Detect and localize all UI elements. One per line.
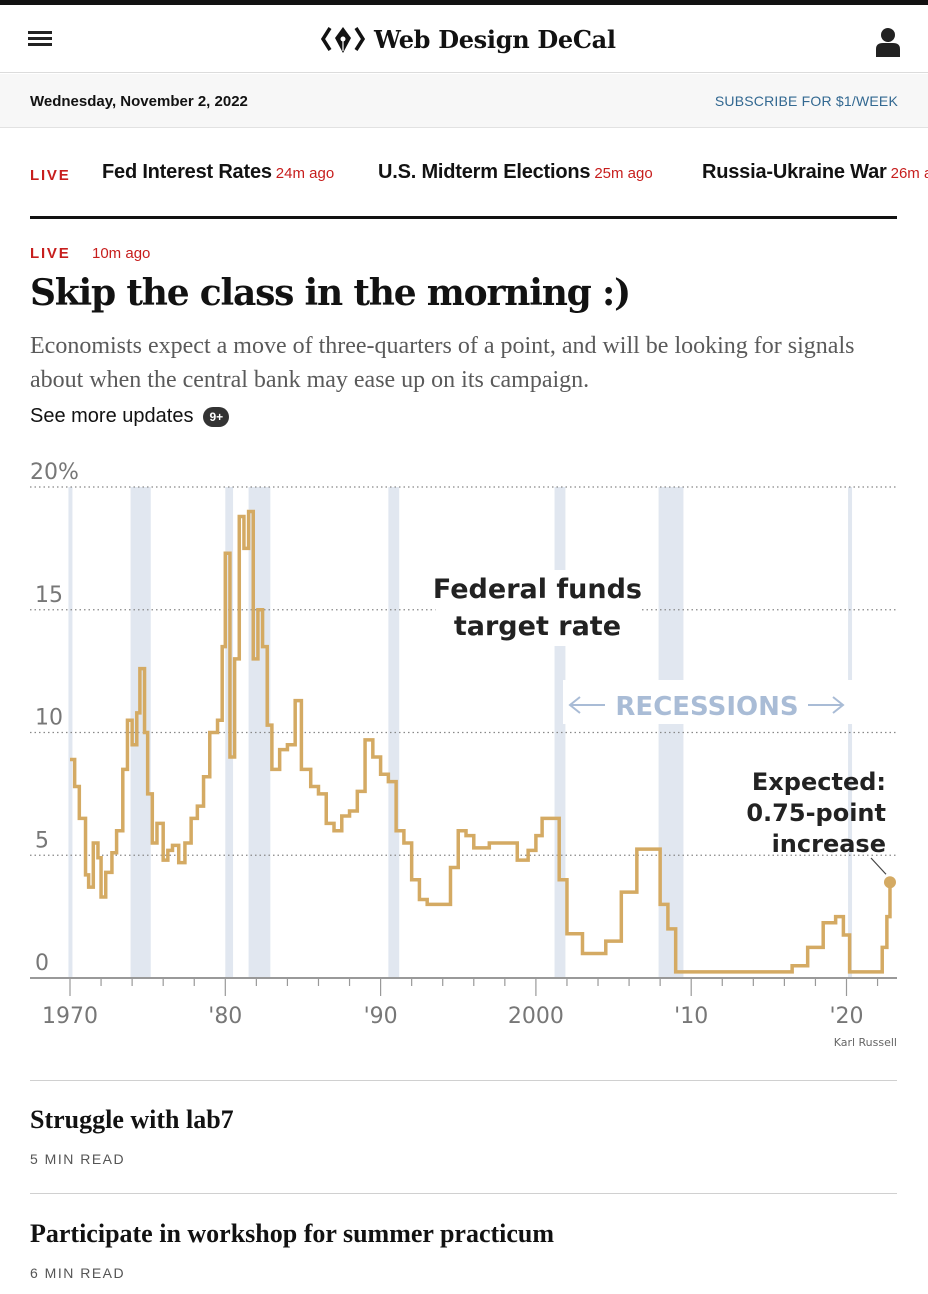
x-tick-label: '10 <box>674 1004 708 1029</box>
brand-logo[interactable]: Web Design DeCal <box>320 23 616 55</box>
rate-series-line <box>70 509 892 974</box>
y-tick-label: 10 <box>35 706 63 731</box>
article-divider <box>30 1080 897 1081</box>
live-ticker: LIVE Fed Interest Rates 24m ago U.S. Midt… <box>0 150 928 190</box>
annotation-text: 0.75-point <box>746 799 886 827</box>
ticker-item[interactable]: U.S. Midterm Elections 25m ago <box>378 161 653 184</box>
recession-band <box>388 487 400 978</box>
recession-band <box>554 487 566 978</box>
ticker-item-time: 24m ago <box>275 165 335 182</box>
ticker-item-title: Fed Interest Rates <box>102 161 272 183</box>
story-headline[interactable]: Skip the class in the morning :) <box>30 272 631 314</box>
recessions-label: RECESSIONS <box>615 692 798 722</box>
article-title[interactable]: Struggle with lab7 <box>30 1105 234 1134</box>
live-label: LIVE <box>30 167 71 184</box>
y-tick-label: 5 <box>35 828 49 853</box>
x-tick-label: 2000 <box>508 1004 564 1029</box>
chart-credit: Karl Russell <box>834 1036 897 1049</box>
recession-band <box>68 487 73 978</box>
story-time: 10m ago <box>92 245 151 262</box>
annotation-text: Expected: <box>752 768 886 796</box>
fed-funds-chart: 0 5 10 15 20% 1970 '80 '90 2000 '10 '20 Federal fun… <box>30 460 897 1049</box>
story-summary: Economists expect a move of three-quarte… <box>30 333 855 393</box>
ticker-item[interactable]: Fed Interest Rates 24m ago <box>102 161 334 184</box>
updates-count-badge: 9+ <box>203 406 230 427</box>
title-backdrop <box>435 570 640 646</box>
article-divider <box>30 1193 897 1194</box>
ticker-item-title: Russia-Ukraine War <box>702 161 887 183</box>
x-tick-label: '80 <box>208 1004 242 1029</box>
annotation-text: increase <box>772 830 886 858</box>
y-tick-label: 20% <box>30 460 79 485</box>
see-more-label: See more updates <box>30 405 194 427</box>
brand-name: Web Design DeCal <box>374 24 616 54</box>
y-tick-label: 15 <box>35 583 63 608</box>
annotation-pointer <box>870 857 887 875</box>
x-tick-label: 1970 <box>42 1004 98 1029</box>
user-icon[interactable] <box>874 27 902 57</box>
see-more-updates-button[interactable]: See more updates 9+ <box>30 405 230 428</box>
arrow-left-icon <box>568 696 605 714</box>
recession-label-backdrop <box>563 680 853 724</box>
expected-point <box>883 876 896 889</box>
x-tick-label: '20 <box>829 1004 863 1029</box>
read-time: 5 MIN READ <box>30 1151 126 1167</box>
current-date: Wednesday, November 2, 2022 <box>30 93 248 110</box>
ticker-item-title: U.S. Midterm Elections <box>378 161 591 183</box>
recession-band <box>130 487 151 978</box>
article-title[interactable]: Participate in workshop for summer pract… <box>30 1219 555 1248</box>
y-tick-label: 0 <box>35 951 49 976</box>
ticker-item-time: 25m ago <box>594 165 653 182</box>
ticker-item-time: 26m ago <box>890 165 928 182</box>
top-rule <box>0 0 928 5</box>
read-time: 6 MIN READ <box>30 1265 126 1281</box>
chart-title: Federal funds <box>433 574 642 605</box>
section-divider <box>30 216 897 219</box>
hamburger-icon[interactable] <box>28 31 52 49</box>
arrow-right-icon <box>808 696 845 714</box>
code-pen-icon <box>320 27 366 53</box>
date-bar: Wednesday, November 2, 2022 SUBSCRIBE FO… <box>0 74 928 128</box>
x-tick-label: '90 <box>364 1004 398 1029</box>
masthead: Web Design DeCal <box>0 5 928 73</box>
chart-title: target rate <box>454 611 621 642</box>
subscribe-link[interactable]: SUBSCRIBE FOR $1/WEEK <box>714 93 898 109</box>
story-live-label: LIVE <box>30 245 71 262</box>
